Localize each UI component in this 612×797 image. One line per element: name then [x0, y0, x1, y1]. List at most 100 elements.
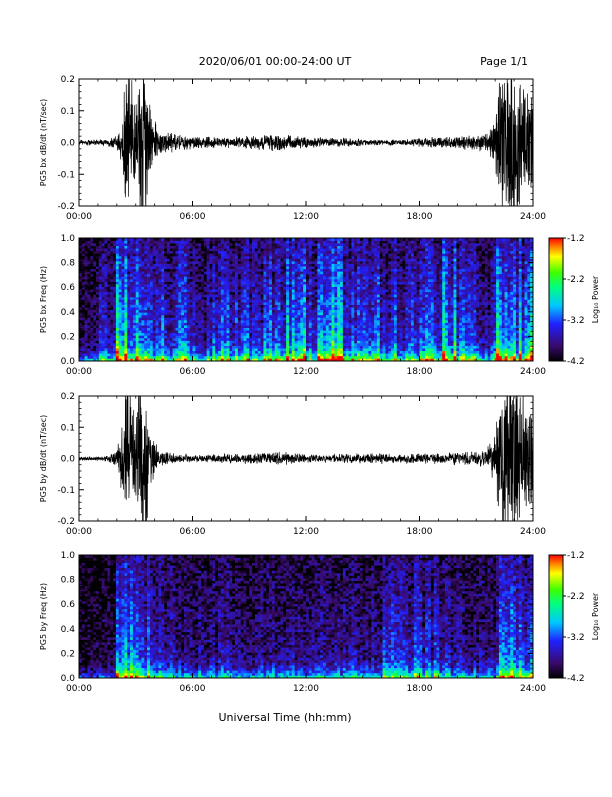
heatmap-cell [164, 346, 167, 349]
heatmap-cell [309, 315, 312, 318]
heatmap-cell [147, 253, 150, 256]
heatmap-cell [141, 243, 144, 246]
heatmap-cell [190, 271, 193, 274]
heatmap-cell [119, 282, 122, 285]
heatmap-cell [255, 259, 258, 262]
heatmap-cell [136, 292, 139, 295]
heatmap-cell [295, 246, 298, 249]
heatmap-cell [297, 310, 300, 313]
heatmap-cell [207, 266, 210, 269]
heatmap-cell [320, 251, 323, 254]
heatmap-cell [218, 348, 221, 351]
heatmap-cell [124, 253, 127, 256]
heatmap-cell [280, 343, 283, 346]
heatmap-cell [340, 315, 343, 318]
heatmap-cell [99, 284, 102, 287]
heatmap-cell [280, 297, 283, 300]
heatmap-cell [124, 333, 127, 336]
heatmap-cell [363, 330, 366, 333]
heatmap-cell [252, 271, 255, 274]
heatmap-cell [332, 323, 335, 326]
heatmap-cell [334, 266, 337, 269]
heatmap-cell [252, 335, 255, 338]
heatmap-cell [289, 243, 292, 246]
heatmap-cell [113, 343, 116, 346]
heatmap-cell [235, 305, 238, 308]
heatmap-cell [283, 243, 286, 246]
heatmap-cell [164, 356, 167, 359]
heatmap-cell [113, 328, 116, 331]
heatmap-cell [164, 323, 167, 326]
heatmap-cell [332, 253, 335, 256]
heatmap-cell [175, 279, 178, 282]
heatmap-cell [263, 266, 266, 269]
heatmap-cell [278, 274, 281, 277]
heatmap-cell [255, 325, 258, 328]
heatmap-cell [303, 297, 306, 300]
heatmap-cell [127, 266, 130, 269]
heatmap-cell [210, 241, 213, 244]
heatmap-cell [187, 292, 190, 295]
heatmap-cell [133, 259, 136, 262]
heatmap-cell [312, 292, 315, 295]
heatmap-cell [238, 343, 241, 346]
heatmap-cell [278, 330, 281, 333]
heatmap-cell [295, 292, 298, 295]
heatmap-cell [88, 328, 91, 331]
heatmap-cell [349, 292, 352, 295]
heatmap-cell [178, 310, 181, 313]
heatmap-cell [340, 305, 343, 308]
heatmap-cell [156, 335, 159, 338]
heatmap-cell [85, 346, 88, 349]
heatmap-cell [354, 346, 357, 349]
heatmap-cell [178, 284, 181, 287]
heatmap-cell [266, 264, 269, 267]
heatmap-cell [158, 305, 161, 308]
heatmap-cell [329, 348, 332, 351]
heatmap-cell [286, 346, 289, 349]
heatmap-cell [357, 351, 360, 354]
heatmap-cell [292, 246, 295, 249]
heatmap-cell [258, 289, 261, 292]
heatmap-cell [292, 284, 295, 287]
heatmap-cell [278, 253, 281, 256]
heatmap-cell [190, 323, 193, 326]
heatmap-cell [178, 323, 181, 326]
heatmap-cell [167, 333, 170, 336]
heatmap-cell [215, 243, 218, 246]
heatmap-cell [150, 279, 153, 282]
heatmap-cell [363, 279, 366, 282]
heatmap-cell [212, 323, 215, 326]
heatmap-cell [312, 338, 315, 341]
heatmap-cell [201, 315, 204, 318]
heatmap-cell [167, 287, 170, 290]
heatmap-cell [90, 353, 93, 356]
heatmap-cell [255, 241, 258, 244]
heatmap-cell [323, 243, 326, 246]
heatmap-cell [221, 251, 224, 254]
heatmap-cell [349, 243, 352, 246]
heatmap-cell [127, 259, 130, 262]
heatmap-cell [136, 269, 139, 272]
heatmap-cell [334, 335, 337, 338]
heatmap-cell [175, 300, 178, 303]
heatmap-cell [90, 343, 93, 346]
heatmap-cell [275, 256, 278, 259]
heatmap-cell [320, 282, 323, 285]
heatmap-cell [249, 315, 252, 318]
heatmap-cell [329, 351, 332, 354]
heatmap-cell [249, 271, 252, 274]
heatmap-cell [286, 289, 289, 292]
heatmap-cell [153, 276, 156, 279]
heatmap-cell [241, 305, 244, 308]
heatmap-cell [130, 346, 133, 349]
heatmap-cell [238, 243, 241, 246]
heatmap-cell [309, 269, 312, 272]
heatmap-cell [187, 243, 190, 246]
heatmap-cell [315, 353, 318, 356]
heatmap-cell [312, 353, 315, 356]
heatmap-cell [212, 330, 215, 333]
heatmap-cell [329, 305, 332, 308]
heatmap-cell [93, 279, 96, 282]
heatmap-cell [158, 279, 161, 282]
